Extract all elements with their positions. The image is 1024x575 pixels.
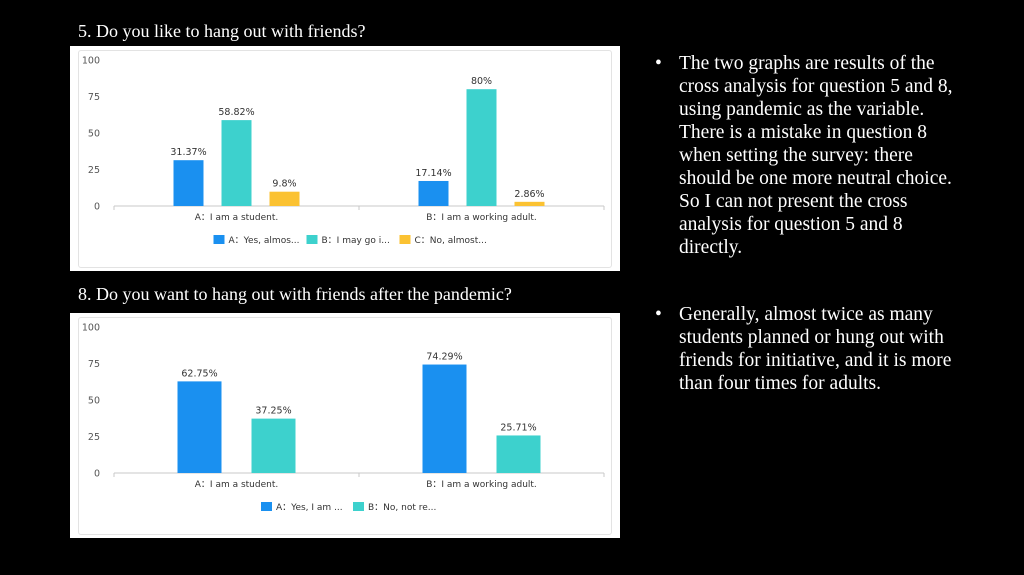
y-tick-label: 25 <box>88 165 100 176</box>
data-label: 37.25% <box>255 406 291 417</box>
data-label: 62.75% <box>181 368 217 379</box>
data-label: 31.37% <box>170 147 206 158</box>
legend-label: B：I may go i... <box>322 236 390 246</box>
bar <box>418 180 449 206</box>
bullet-text: The two graphs are results of the cross … <box>679 53 953 258</box>
legend-swatch <box>399 235 411 244</box>
bar <box>466 89 497 206</box>
y-tick-label: 100 <box>82 323 100 334</box>
x-category-label: A：I am a student. <box>195 480 278 490</box>
legend-label: A：Yes, almos... <box>229 236 300 246</box>
data-label: 74.29% <box>426 352 462 363</box>
x-category-label: A：I am a student. <box>195 213 278 223</box>
y-tick-label: 100 <box>82 56 100 67</box>
data-label: 17.14% <box>415 168 451 179</box>
bar <box>269 191 300 206</box>
bullet-text: Generally, almost twice as many students… <box>679 304 952 394</box>
data-label: 9.8% <box>272 179 296 190</box>
bullet-glyph: • <box>655 53 662 74</box>
y-tick-label: 75 <box>88 92 100 103</box>
legend-label: A：Yes, I am ... <box>276 503 343 513</box>
y-tick-label: 25 <box>88 432 100 443</box>
legend-swatch <box>213 235 225 244</box>
bar <box>251 418 296 473</box>
x-category-label: B：I am a working adult. <box>426 480 537 490</box>
chart-panel-q5: 0 25 50 75 100 A：I am a student. 31.37% 58.82% 9… <box>70 46 620 271</box>
bar <box>514 201 545 206</box>
bullet-glyph: • <box>655 304 662 325</box>
legend-swatch <box>261 502 272 511</box>
chart-q8: 0 25 50 75 100 A：I am a student. 62.75% 37.25% B… <box>82 323 605 513</box>
bar <box>173 160 204 206</box>
chart-q5: 0 25 50 75 100 A：I am a student. 31.37% 58.82% 9… <box>82 56 605 246</box>
chart-frame <box>78 50 612 268</box>
question-8-title: 8. Do you want to hang out with friends … <box>78 284 512 304</box>
bar <box>221 120 252 206</box>
bar <box>422 364 467 473</box>
chart-panel-q8: 0 25 50 75 100 A：I am a student. 62.75% 37.25% B… <box>70 313 620 538</box>
bar <box>177 381 222 473</box>
y-tick-label: 0 <box>94 469 100 480</box>
data-label: 80% <box>471 76 492 87</box>
legend-label: C：No, almost... <box>415 236 487 246</box>
data-label: 25.71% <box>500 422 536 433</box>
data-label: 58.82% <box>218 107 254 118</box>
question-5-title: 5. Do you like to hang out with friends? <box>78 21 366 41</box>
y-tick-label: 0 <box>94 202 100 213</box>
chart-frame <box>78 317 612 535</box>
bar <box>496 435 541 473</box>
y-tick-label: 50 <box>88 396 100 407</box>
data-label: 2.86% <box>514 189 544 200</box>
legend-swatch <box>353 502 364 511</box>
y-tick-label: 50 <box>88 129 100 140</box>
x-category-label: B：I am a working adult. <box>426 213 537 223</box>
legend-label: B：No, not re... <box>368 503 436 513</box>
y-tick-label: 75 <box>88 359 100 370</box>
legend-swatch <box>306 235 318 244</box>
